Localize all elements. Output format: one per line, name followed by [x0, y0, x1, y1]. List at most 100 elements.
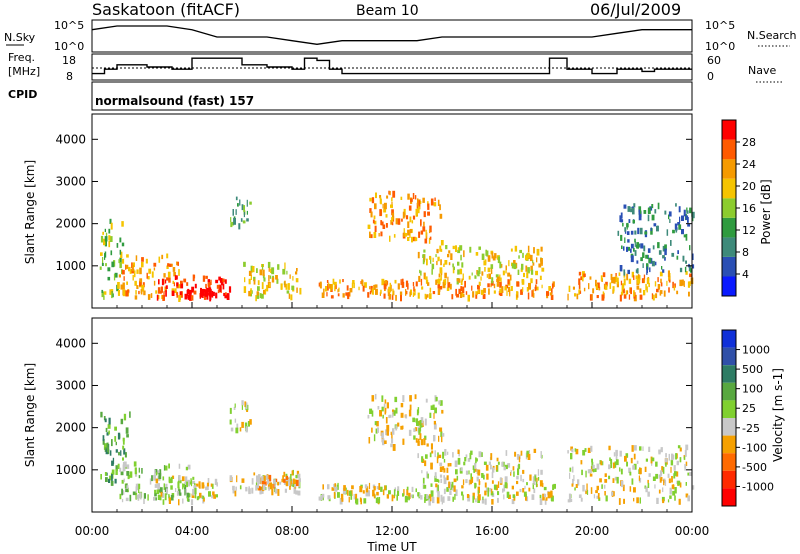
velocity-cell-8-59	[467, 458, 471, 462]
velocity-cell-7-19	[374, 393, 377, 400]
power-cell-9-15	[639, 294, 643, 300]
power-cell-7-93	[420, 201, 422, 204]
velocity-cell-1-38	[149, 478, 152, 485]
velocity-cell-2-44	[196, 496, 199, 501]
velocity-cell-8-98	[491, 471, 494, 479]
noise-panel-frame	[91, 19, 693, 53]
power-cell-6-128	[388, 286, 392, 293]
power-cell-6-155	[352, 280, 355, 284]
power-cell-8-141	[519, 249, 522, 254]
power-cell-1-65	[157, 287, 161, 294]
velocity-cell-2-32	[214, 478, 218, 485]
velocity-cell-8-52	[449, 463, 452, 467]
velocity-cell-9-105	[679, 482, 682, 488]
velocity-cell-6-84	[353, 494, 355, 500]
velocity-cell-9-193	[659, 470, 663, 474]
power-cell-5-44	[252, 266, 255, 273]
velocity-cell-6-11	[350, 493, 353, 500]
power-cell-7-104	[402, 233, 405, 238]
power-cell-9-39	[633, 275, 635, 280]
power-cell-5-22	[253, 276, 256, 282]
power-cell-9-69	[630, 287, 632, 295]
velocity-cell-8-107	[528, 450, 530, 453]
velocity-cell-0-13	[109, 450, 112, 456]
velocity-cell-9-85	[609, 457, 611, 461]
velocity-cell-1-36	[141, 468, 143, 474]
power-cell-2-46	[210, 279, 212, 285]
velocity-cell-4-21	[253, 472, 256, 476]
velocity-cell-6-135	[449, 490, 452, 495]
velocity-cell-8-19	[488, 461, 491, 466]
velocity-cell-7-77	[386, 429, 389, 436]
power-cell-8-68	[505, 270, 507, 274]
velocity-cell-6-122	[396, 494, 398, 501]
power-cell-6-180	[395, 294, 397, 301]
power-cell-8-108	[517, 269, 520, 275]
power-cell-9-94	[635, 275, 639, 280]
power-cell-10-50	[682, 255, 685, 262]
velocity-cell-9-112	[610, 458, 613, 464]
velocity-cell-9-20	[660, 472, 663, 476]
power-cell-1-33	[134, 295, 138, 300]
velocity-cell-1-21	[183, 483, 185, 488]
power-ylabel: Slant Range [km]	[23, 160, 37, 264]
power-colorbar-cell-4	[722, 198, 736, 218]
velocity-cell-9-106	[660, 447, 663, 453]
velocity-cell-9-94	[633, 497, 635, 502]
velocity-cell-2-18	[208, 491, 211, 497]
velocity-cell-1-46	[137, 483, 141, 490]
power-cell-0-30	[101, 289, 104, 293]
power-cell-7-6	[370, 234, 373, 239]
power-cell-6-42	[393, 290, 395, 296]
power-cell-5-15	[261, 282, 264, 290]
power-cell-7-20	[439, 204, 441, 211]
velocity-cell-8-56	[517, 468, 520, 476]
power-cell-8-118	[481, 271, 484, 276]
velocity-cell-9-80	[579, 494, 582, 498]
velocity-cell-3-20	[229, 419, 232, 425]
power-cell-1-8	[151, 271, 154, 278]
power-cell-2-42	[156, 294, 159, 301]
power-cell-0-23	[100, 252, 103, 256]
power-cell-8-59	[430, 257, 432, 264]
power-cell-10-58	[679, 267, 683, 273]
power-cell-6-161	[516, 291, 518, 295]
velocity-cell-0-27	[111, 439, 113, 447]
velocity-cell-8-131	[448, 481, 450, 488]
power-cell-8-48	[437, 256, 440, 262]
power-cell-6-112	[465, 291, 468, 295]
velocity-cell-7-58	[414, 427, 418, 432]
power-cell-9-5	[620, 280, 623, 286]
velocity-cell-1-83	[153, 496, 156, 501]
velocity-cell-9-38	[568, 493, 572, 500]
velocity-cell-9-52	[687, 472, 690, 476]
velocity-cell-3-12	[236, 423, 239, 430]
velocity-cell-5-1	[258, 474, 261, 481]
power-cell-2-2	[180, 283, 184, 289]
velocity-cell-1-11	[159, 469, 162, 476]
power-cell-8-81	[495, 274, 499, 278]
station-title: Saskatoon (fitACF)	[92, 0, 240, 19]
power-cell-2-1	[205, 275, 208, 279]
power-cell-10-138	[638, 209, 640, 214]
velocity-cell-9-140	[633, 463, 637, 470]
power-cell-8-60	[532, 259, 534, 264]
power-cell-8-71	[439, 267, 443, 274]
power-cell-9-63	[580, 276, 583, 281]
power-cell-7-56	[390, 220, 393, 225]
power-cell-6-89	[460, 280, 463, 285]
power-cell-10-14	[638, 243, 641, 248]
velocity-cell-9-27	[615, 449, 618, 457]
velocity-cell-8-51	[442, 451, 445, 459]
velocity-cell-2-26	[202, 495, 205, 499]
velocity-cell-6-7	[467, 494, 471, 502]
power-cell-2-64	[193, 274, 196, 279]
power-cell-8-36	[532, 262, 535, 266]
power-cell-8-134	[491, 252, 494, 259]
power-cell-5-40	[275, 275, 278, 280]
power-cell-6-138	[346, 292, 350, 297]
x-axis-label: Time UT	[366, 540, 417, 554]
velocity-cell-8-3	[456, 475, 459, 481]
